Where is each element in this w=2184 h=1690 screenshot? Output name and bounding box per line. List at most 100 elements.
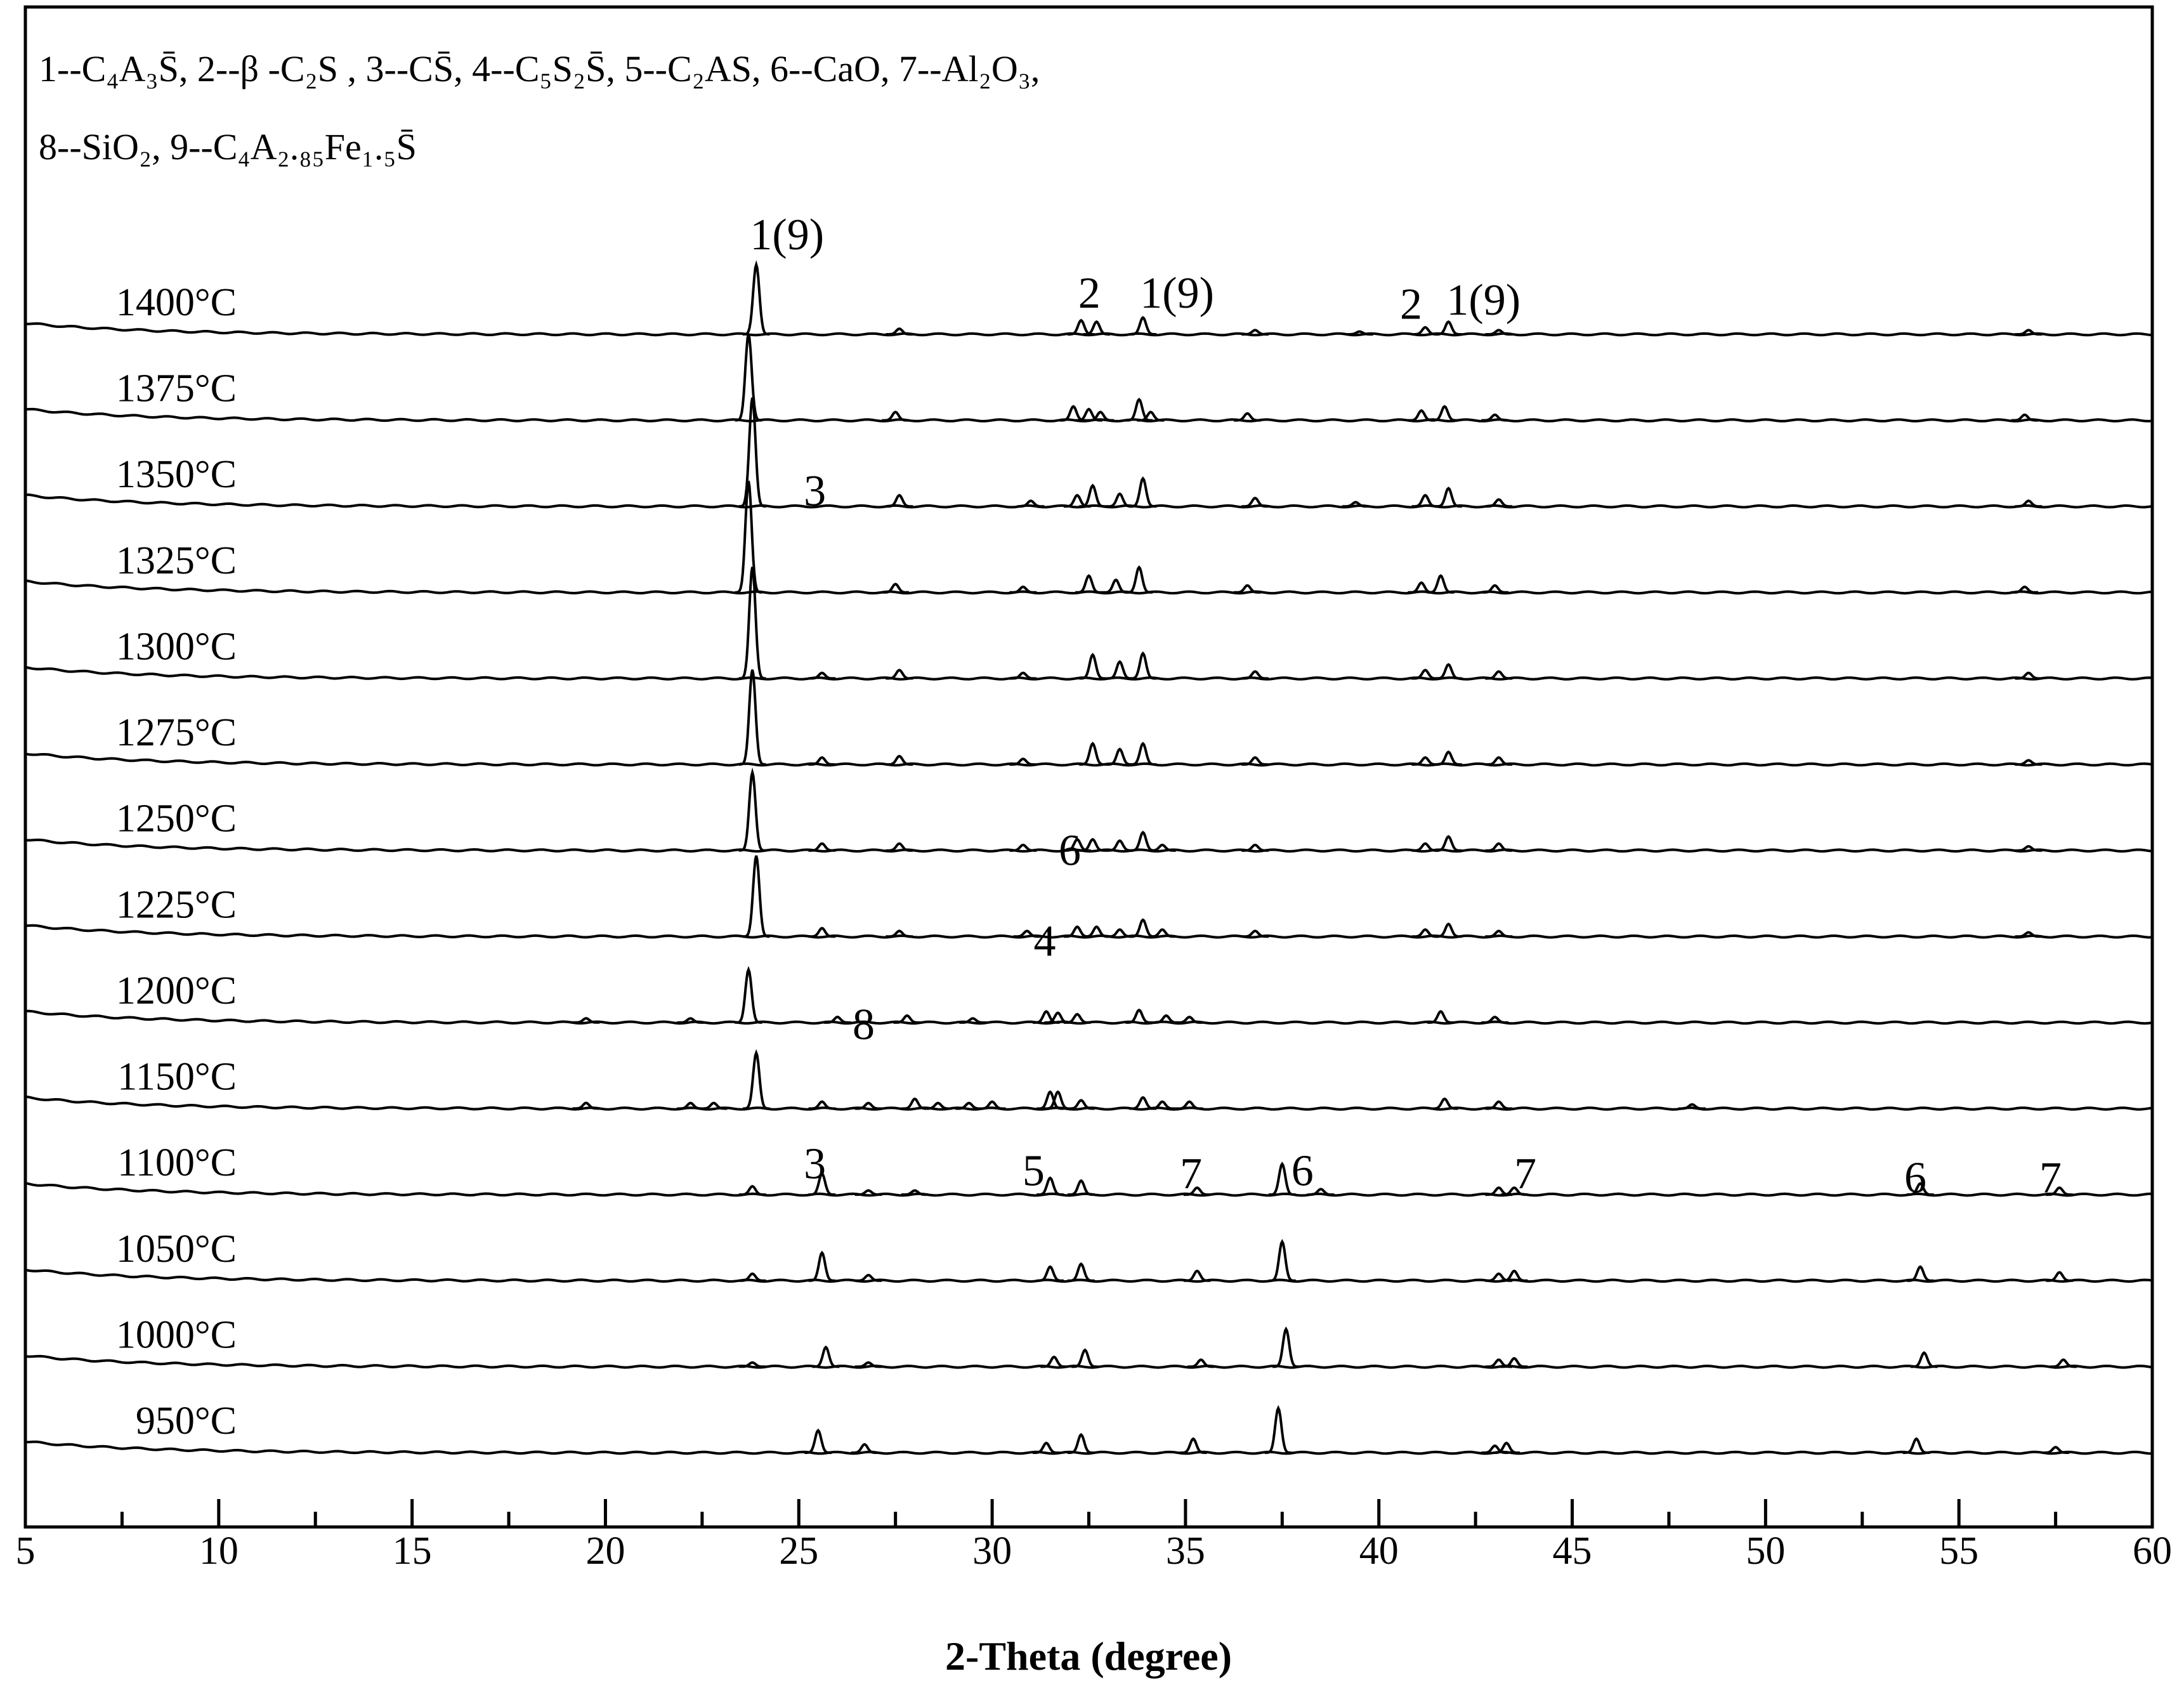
peak <box>1342 501 1370 508</box>
peak <box>808 926 836 938</box>
peak <box>1241 756 1269 766</box>
x-tick-label: 25 <box>779 1530 818 1573</box>
peak <box>893 1014 921 1024</box>
peak <box>851 1443 879 1454</box>
peak <box>854 1189 882 1196</box>
series-label: 1100°C <box>117 1141 237 1184</box>
peak <box>1427 573 1455 594</box>
peak <box>1906 1265 1934 1282</box>
peak <box>1125 397 1153 422</box>
peak <box>1079 742 1106 766</box>
peak <box>1500 1269 1528 1282</box>
peak <box>1911 1351 1938 1368</box>
peak <box>808 671 836 680</box>
peak <box>1435 487 1462 508</box>
baseline <box>25 322 2153 337</box>
peak <box>1017 499 1045 508</box>
peak <box>2050 1358 2077 1368</box>
peak <box>1481 413 1508 422</box>
peak <box>738 767 766 852</box>
peak <box>1013 929 1041 938</box>
peak <box>1435 750 1462 766</box>
peak-annotation: 1(9) <box>1140 269 1214 318</box>
peak <box>1125 1008 1153 1024</box>
series-label: 1225°C <box>116 883 237 926</box>
peak <box>1906 1182 1934 1196</box>
peak <box>2011 413 2039 422</box>
peak <box>1075 573 1102 594</box>
x-tick-label: 30 <box>972 1530 1012 1573</box>
peak <box>1175 1100 1203 1110</box>
peak <box>1036 1090 1064 1110</box>
peak <box>1427 1010 1455 1024</box>
peak <box>1493 1441 1520 1454</box>
peak <box>2046 1271 2073 1282</box>
peak <box>1234 412 1261 422</box>
peak <box>1137 410 1165 422</box>
peak <box>1264 1405 1292 1454</box>
peak <box>1345 330 1373 336</box>
peak <box>1153 1014 1180 1024</box>
peak <box>1500 1186 1528 1196</box>
peak <box>738 1272 766 1282</box>
peak <box>808 756 836 766</box>
peak <box>1485 498 1513 508</box>
x-tick-label: 35 <box>1166 1530 1205 1573</box>
series-label: 1050°C <box>116 1228 237 1271</box>
peak <box>1129 830 1157 852</box>
peak <box>572 1017 600 1024</box>
series-label: 1400°C <box>116 281 237 324</box>
series-label: 1325°C <box>116 539 237 582</box>
peak <box>1063 1012 1091 1024</box>
peak <box>1485 842 1513 852</box>
peak <box>1485 329 1513 336</box>
peak <box>1102 578 1130 594</box>
peak <box>1079 837 1106 852</box>
peak <box>924 1101 952 1110</box>
peak <box>2015 931 2043 938</box>
peak <box>901 1097 929 1110</box>
peak <box>1129 315 1157 336</box>
peak <box>1079 483 1106 508</box>
peak <box>2015 845 2043 852</box>
peak <box>1009 757 1037 766</box>
peak <box>1083 925 1110 938</box>
peak <box>1431 1097 1458 1110</box>
peak <box>1125 565 1153 594</box>
peak <box>886 754 913 766</box>
peak-annotation: 3 <box>804 1140 826 1189</box>
peak <box>1411 669 1439 680</box>
peak <box>882 582 909 594</box>
legend-line: 1--C₄A₃S̄, 2--β -C₂S , 3--CS̄, 4--C₅S₂S̄… <box>39 48 1040 89</box>
peak <box>735 480 762 594</box>
peak <box>2015 671 2043 680</box>
peak <box>1033 1010 1060 1024</box>
peak-annotation: 3 <box>804 467 826 516</box>
peak <box>1106 839 1134 852</box>
peak <box>978 1100 1006 1110</box>
peak <box>677 1101 704 1110</box>
peak <box>1241 496 1269 508</box>
peak <box>1902 1437 1930 1454</box>
peak <box>738 1361 766 1368</box>
peak-annotation: 1(9) <box>750 211 824 259</box>
peak <box>2046 1186 2073 1196</box>
x-axis-label: 2-Theta (degree) <box>945 1634 1232 1679</box>
peak <box>2015 759 2043 766</box>
peak-annotation: 4 <box>1034 917 1056 966</box>
peak <box>1435 922 1462 938</box>
peak <box>1106 928 1134 938</box>
peak <box>1009 843 1037 852</box>
baseline <box>25 752 2153 767</box>
peak <box>1036 1265 1064 1282</box>
peak-annotation: 7 <box>1514 1150 1536 1198</box>
peak <box>1106 747 1134 766</box>
peak <box>1083 320 1110 336</box>
peak <box>1129 651 1157 680</box>
peak <box>882 410 909 422</box>
peak <box>1106 660 1134 680</box>
baseline <box>25 579 2153 595</box>
peak-annotation: 8 <box>853 1000 875 1049</box>
baseline <box>25 1354 2153 1369</box>
peak <box>959 1017 986 1024</box>
